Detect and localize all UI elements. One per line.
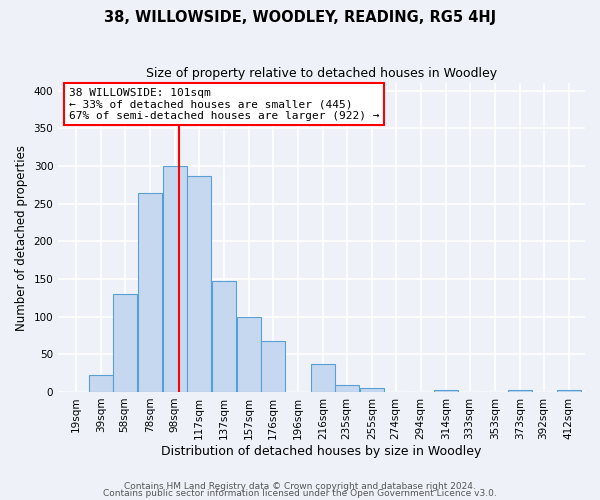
Bar [335, 385, 359, 392]
Bar [237, 318, 261, 392]
Bar [163, 166, 187, 392]
Text: 38 WILLOWSIDE: 101sqm
← 33% of detached houses are smaller (445)
67% of semi-det: 38 WILLOWSIDE: 101sqm ← 33% of detached … [69, 88, 379, 121]
Bar [138, 193, 161, 392]
Bar [113, 294, 137, 392]
Bar [187, 176, 211, 392]
X-axis label: Distribution of detached houses by size in Woodley: Distribution of detached houses by size … [161, 444, 482, 458]
Bar [434, 390, 458, 392]
Bar [89, 376, 113, 392]
Text: Contains public sector information licensed under the Open Government Licence v3: Contains public sector information licen… [103, 490, 497, 498]
Title: Size of property relative to detached houses in Woodley: Size of property relative to detached ho… [146, 68, 497, 80]
Bar [557, 390, 581, 392]
Bar [311, 364, 335, 392]
Bar [261, 342, 284, 392]
Text: 38, WILLOWSIDE, WOODLEY, READING, RG5 4HJ: 38, WILLOWSIDE, WOODLEY, READING, RG5 4H… [104, 10, 496, 25]
Bar [212, 281, 236, 392]
Bar [508, 390, 532, 392]
Bar [360, 388, 383, 392]
Y-axis label: Number of detached properties: Number of detached properties [15, 144, 28, 330]
Text: Contains HM Land Registry data © Crown copyright and database right 2024.: Contains HM Land Registry data © Crown c… [124, 482, 476, 491]
